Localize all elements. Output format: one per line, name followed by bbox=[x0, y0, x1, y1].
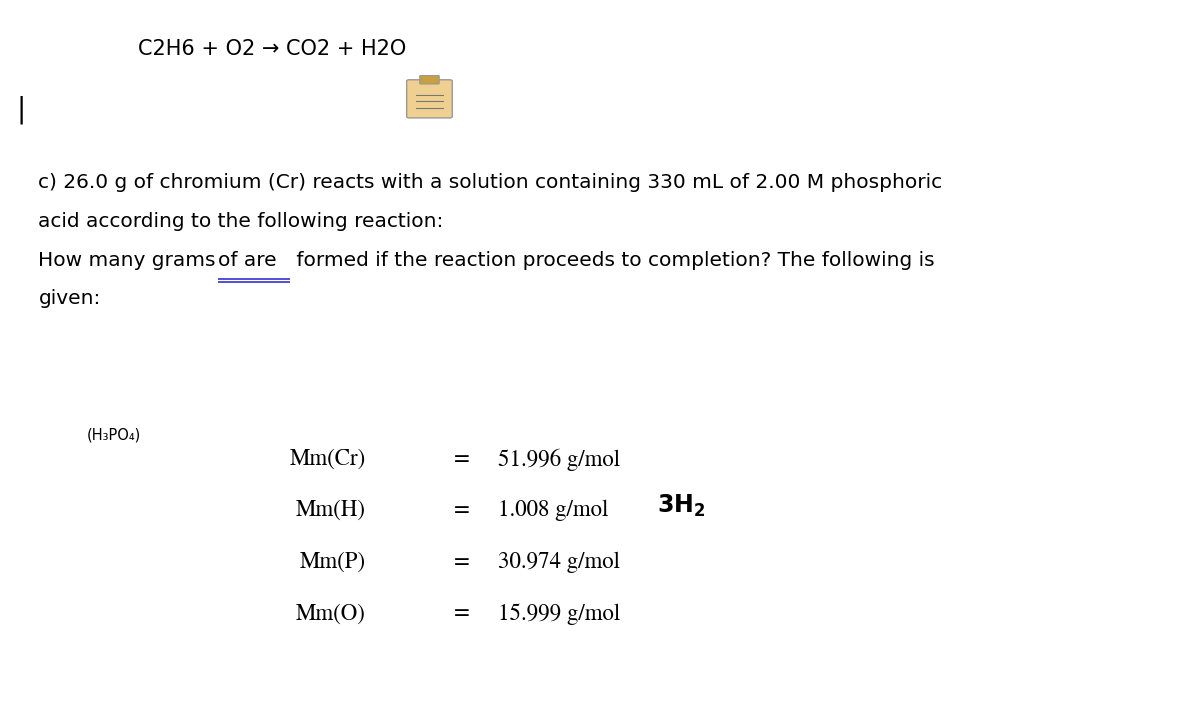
Text: Mm(Cr): Mm(Cr) bbox=[290, 448, 365, 469]
Text: Mm(P): Mm(P) bbox=[299, 551, 365, 573]
Text: formed if the reaction proceeds to completion? The following is: formed if the reaction proceeds to compl… bbox=[290, 251, 934, 270]
Text: =: = bbox=[454, 500, 470, 521]
Text: 51.996 g/mol: 51.996 g/mol bbox=[498, 448, 620, 471]
Text: c) 26.0 g of chromium (Cr) reacts with a solution containing 330 mL of 2.00 M ph: c) 26.0 g of chromium (Cr) reacts with a… bbox=[38, 173, 942, 192]
Text: Mm(O): Mm(O) bbox=[296, 603, 365, 624]
Text: =: = bbox=[454, 448, 470, 469]
Text: How many grams: How many grams bbox=[38, 251, 222, 270]
Text: Mm(H): Mm(H) bbox=[296, 500, 365, 521]
Text: 15.999 g/mol: 15.999 g/mol bbox=[498, 603, 620, 625]
Text: 1.008 g/mol: 1.008 g/mol bbox=[498, 500, 608, 521]
FancyBboxPatch shape bbox=[419, 76, 439, 84]
Text: |: | bbox=[17, 95, 26, 124]
Text: $\mathbf{3H_2}$: $\mathbf{3H_2}$ bbox=[657, 493, 706, 519]
Text: C2H6 + O2 → CO2 + H2O: C2H6 + O2 → CO2 + H2O bbox=[138, 39, 406, 59]
FancyBboxPatch shape bbox=[406, 80, 452, 118]
Text: =: = bbox=[454, 603, 470, 624]
Text: given:: given: bbox=[38, 289, 101, 309]
Text: (H₃PO₄): (H₃PO₄) bbox=[87, 427, 141, 442]
Text: of are: of are bbox=[218, 251, 276, 270]
Text: 30.974 g/mol: 30.974 g/mol bbox=[498, 551, 620, 573]
Text: =: = bbox=[454, 551, 470, 573]
Text: acid according to the following reaction:: acid according to the following reaction… bbox=[38, 212, 444, 231]
